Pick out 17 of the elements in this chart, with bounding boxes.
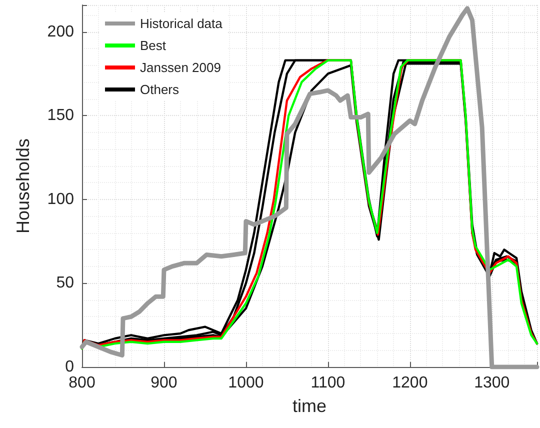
x-tick-label: 800	[68, 374, 96, 392]
y-tick-label: 150	[47, 107, 74, 124]
legend-label: Historical data	[140, 16, 224, 31]
legend-label: Others	[140, 82, 180, 97]
x-tick-label: 900	[150, 374, 178, 392]
y-tick-label: 0	[65, 358, 74, 376]
y-tick-label: 200	[47, 23, 74, 40]
legend-label: Janssen 2009	[140, 60, 221, 75]
y-tick-label: 50	[56, 274, 74, 292]
x-tick-label: 1000	[228, 374, 264, 392]
x-tick-label: 1300	[474, 374, 510, 392]
y-tick-label: 100	[47, 190, 74, 208]
y-axis-title: Households	[13, 138, 33, 234]
legend-label: Best	[140, 38, 166, 53]
x-tick-label: 1200	[392, 374, 428, 392]
x-axis-title: time	[292, 396, 327, 416]
x-tick-label: 1100	[310, 374, 346, 392]
